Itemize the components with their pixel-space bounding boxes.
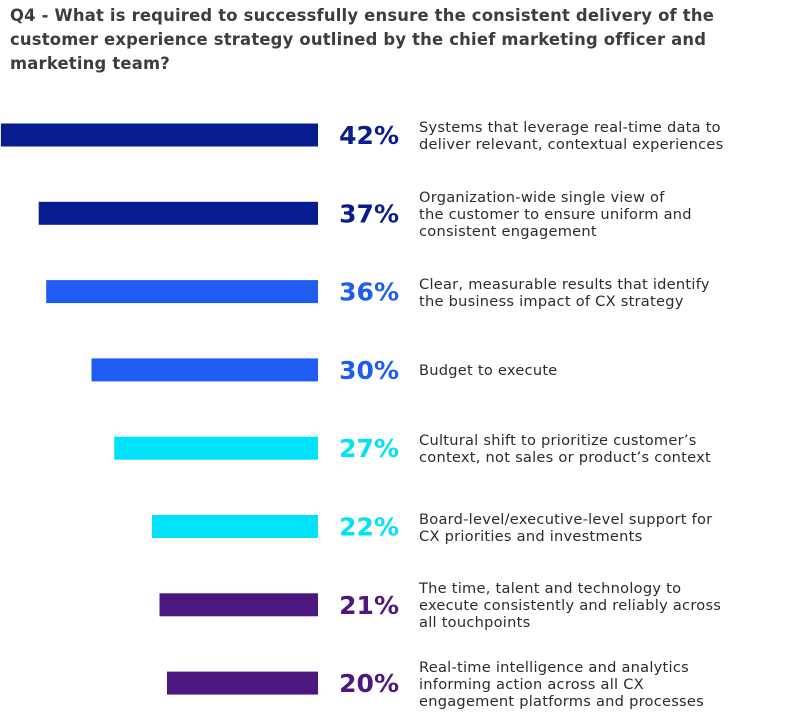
category-label: Real-time intelligence and analytics inf… <box>419 658 704 710</box>
category-label: The time, talent and technology to execu… <box>419 580 722 632</box>
bar <box>151 515 318 538</box>
bar <box>167 671 318 695</box>
data-label: 22% <box>339 513 399 542</box>
bar <box>38 201 318 225</box>
category-label: Clear, measurable results that identify … <box>419 275 710 310</box>
data-label: 20% <box>339 669 399 698</box>
data-label: 21% <box>339 591 399 620</box>
data-label: 30% <box>339 356 399 385</box>
bar <box>114 436 318 460</box>
category-label: Systems that leverage real-time data to … <box>419 119 724 153</box>
bar <box>159 593 318 617</box>
category-label: Organization-wide single view of the cus… <box>419 188 692 240</box>
data-label: 36% <box>339 278 399 307</box>
data-label: 37% <box>339 199 399 228</box>
data-label: 27% <box>339 434 399 463</box>
data-label: 42% <box>339 121 399 150</box>
category-label: Board-level/executive-level support for … <box>419 510 713 545</box>
bar <box>46 280 318 304</box>
chart-title: Q4 - What is required to successfully en… <box>10 6 715 73</box>
bar <box>91 358 318 382</box>
category-label: Cultural shift to prioritize customer’s … <box>419 432 711 467</box>
category-label: Budget to execute <box>419 362 558 380</box>
bar <box>0 123 319 147</box>
